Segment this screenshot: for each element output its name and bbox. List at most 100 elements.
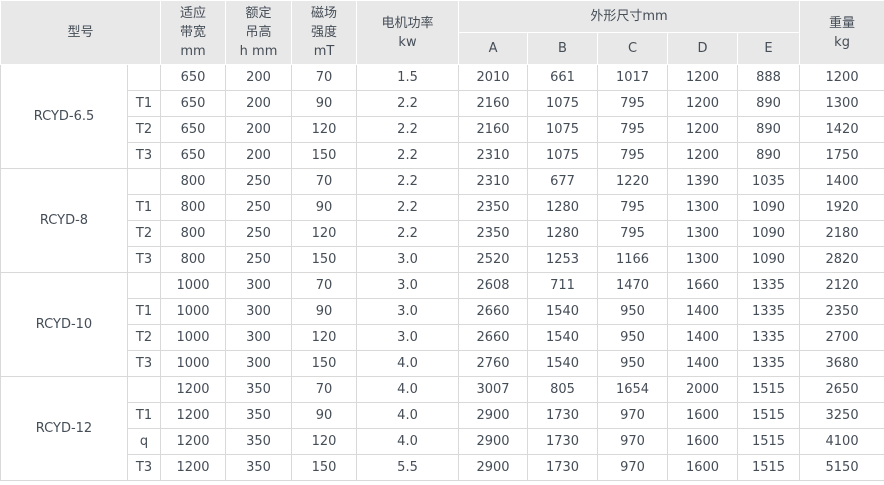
value-cell: 350 — [225, 428, 293, 455]
header-lift-line2: 吊高 — [245, 25, 272, 40]
table-row: RCYD-12 1200 350 70 4.0 3007 805 1654 2000 1515 26… — [0, 376, 884, 481]
spec-table-body: RCYD-6.5 650 200 70 1.5 2010 661 1017 1200 888 120… — [0, 64, 884, 481]
value-cell: 1335 — [737, 272, 801, 299]
header-bandwidth-line2: 带宽 — [180, 25, 207, 40]
value-cell: 350 — [225, 402, 293, 429]
value-cell: 1470 — [597, 272, 669, 299]
header-power-unit: kw — [398, 34, 417, 50]
value-cell: 1750 — [799, 142, 884, 169]
header-bandwidth: 适应 带宽 mm — [160, 0, 227, 65]
header-dim-d: D — [667, 32, 739, 65]
value-cell: 250 — [225, 168, 293, 195]
value-cell: 1654 — [597, 376, 669, 403]
value-cell: 1390 — [667, 168, 739, 195]
value-cell: 90 — [291, 90, 358, 117]
header-field-unit: mT — [313, 44, 335, 59]
value-cell: 888 — [737, 64, 801, 91]
value-cell: 800 — [160, 246, 227, 273]
value-cell: 200 — [225, 90, 293, 117]
value-cell: 1420 — [799, 116, 884, 143]
value-cell: 1540 — [527, 324, 599, 351]
value-cell: 1515 — [737, 428, 801, 455]
variant-cell: T1 — [126, 402, 162, 429]
value-cell: 1.5 — [356, 64, 460, 91]
table-row: T3 650 200 150 2.2 2310 1075 795 1200 890 1750 — [1, 142, 884, 169]
header-field-line1: 磁场 — [311, 6, 338, 21]
value-cell: 1300 — [667, 194, 739, 221]
value-cell: 795 — [597, 142, 669, 169]
header-dim-c: C — [597, 32, 669, 65]
value-cell: 1200 — [160, 428, 227, 455]
value-cell: 150 — [291, 350, 358, 377]
value-cell: 2350 — [458, 220, 529, 247]
header-bandwidth-line1: 适应 — [180, 6, 207, 21]
variant-cell: T3 — [126, 142, 162, 169]
table-row: RCYD-10 1000 300 70 3.0 2608 711 1470 1660 1335 21… — [0, 272, 884, 377]
header-dim-b: B — [527, 32, 599, 65]
value-cell: 1540 — [527, 350, 599, 377]
value-cell: 4.0 — [356, 428, 460, 455]
header-power-line1: 电机功率 — [381, 15, 434, 31]
value-cell: 5.5 — [356, 454, 460, 481]
value-cell: 650 — [160, 116, 227, 143]
value-cell: 4.0 — [356, 402, 460, 429]
value-cell: 70 — [291, 64, 358, 91]
table-row: T1 650 200 90 2.2 2160 1075 795 1200 890 1300 — [1, 90, 884, 117]
table-row: T2 800 250 120 2.2 2350 1280 795 1300 1090 2180 — [1, 220, 884, 247]
value-cell: 1090 — [737, 246, 801, 273]
value-cell: 1300 — [667, 220, 739, 247]
value-cell: 200 — [225, 116, 293, 143]
variant-cell — [126, 272, 162, 299]
value-cell: 3.0 — [356, 324, 460, 351]
value-cell: 350 — [225, 376, 293, 403]
variant-cell: T1 — [126, 194, 162, 221]
variant-cell: T3 — [126, 454, 162, 481]
value-cell: 1200 — [667, 64, 739, 91]
value-cell: 2700 — [799, 324, 884, 351]
value-cell: 1280 — [527, 194, 599, 221]
value-cell: 2180 — [799, 220, 884, 247]
value-cell: 2650 — [799, 376, 884, 403]
model-name-cell: RCYD-6.5 — [0, 64, 128, 169]
table-row: T1 800 250 90 2.2 2350 1280 795 1300 1090 1920 — [1, 194, 884, 221]
header-lift-unit: h mm — [239, 44, 278, 59]
value-cell: 1220 — [597, 168, 669, 195]
value-cell: 2660 — [458, 324, 529, 351]
value-cell: 300 — [225, 298, 293, 325]
value-cell: 1253 — [527, 246, 599, 273]
value-cell: 4100 — [799, 428, 884, 455]
header-weight: 重量 kg — [799, 0, 884, 65]
variant-cell: T2 — [126, 116, 162, 143]
value-cell: 1090 — [737, 194, 801, 221]
value-cell: 5150 — [799, 454, 884, 481]
value-cell: 2.2 — [356, 168, 460, 195]
value-cell: 90 — [291, 298, 358, 325]
value-cell: 90 — [291, 402, 358, 429]
table-row: q 1200 350 120 4.0 2900 1730 970 1600 1515 4100 — [1, 428, 884, 455]
value-cell: 3680 — [799, 350, 884, 377]
value-cell: 4.0 — [356, 350, 460, 377]
value-cell: 3007 — [458, 376, 529, 403]
value-cell: 1075 — [527, 142, 599, 169]
header-field-strength: 磁场 强度 mT — [291, 0, 358, 65]
variant-cell: T2 — [126, 324, 162, 351]
value-cell: 200 — [225, 64, 293, 91]
header-bandwidth-unit: mm — [180, 44, 206, 59]
value-cell: 970 — [597, 454, 669, 481]
value-cell: 2520 — [458, 246, 529, 273]
value-cell: 2820 — [799, 246, 884, 273]
value-cell: 1400 — [667, 324, 739, 351]
value-cell: 1200 — [667, 142, 739, 169]
value-cell: 1200 — [160, 376, 227, 403]
value-cell: 90 — [291, 194, 358, 221]
value-cell: 795 — [597, 194, 669, 221]
value-cell: 1300 — [667, 246, 739, 273]
table-header: 型号 适应 带宽 mm 额定 吊高 h mm 磁场 强度 mT 电机功率 kw … — [0, 0, 884, 65]
header-weight-line1: 重量 — [829, 15, 856, 31]
value-cell: 1400 — [667, 298, 739, 325]
value-cell: 800 — [160, 168, 227, 195]
value-cell: 4.0 — [356, 376, 460, 403]
value-cell: 1515 — [737, 402, 801, 429]
value-cell: 2760 — [458, 350, 529, 377]
